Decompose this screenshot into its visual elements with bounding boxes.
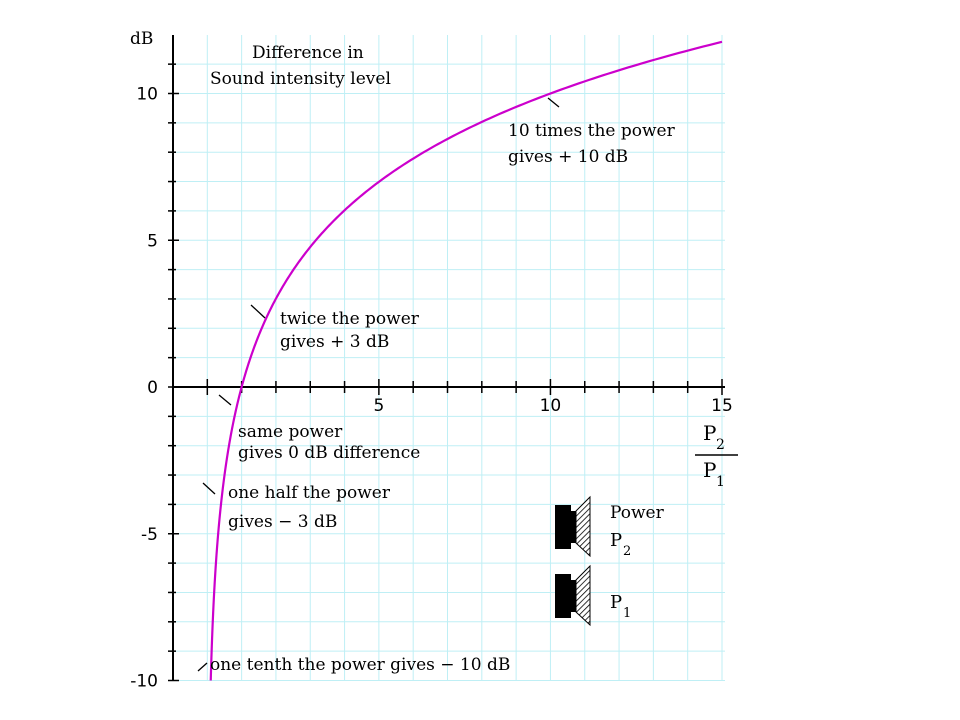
tick-labels: 10 5 0 -5 -10 5 10 15	[130, 85, 733, 692]
y-axis-label: dB	[130, 29, 153, 49]
grid	[173, 35, 725, 681]
x-axis-label: P 2 P 1	[695, 421, 738, 490]
chart-title-line1: Difference in	[252, 43, 364, 63]
y-tick-label: 5	[147, 231, 158, 251]
x-tick-label: 5	[373, 396, 384, 416]
y-tick-label: 0	[147, 378, 158, 398]
legend-p2-sub: 2	[623, 544, 631, 559]
annotation-text: gives 0 dB difference	[238, 443, 420, 463]
legend-p1-sub: 1	[623, 606, 631, 621]
annotation-text: gives − 3 dB	[228, 512, 337, 532]
annotation-leader	[197, 662, 208, 672]
annotation-leader	[202, 482, 216, 495]
legend-power-label: Power	[610, 503, 665, 523]
ticks	[168, 63, 723, 682]
annotation-tenth: one tenth the power gives − 10 dB	[197, 655, 510, 675]
x-axis-label-den-sub: 1	[716, 474, 725, 490]
speaker-legend: Power P 2 P 1	[555, 495, 665, 627]
y-tick-label: 10	[136, 85, 158, 105]
annotation-text: one half the power	[228, 483, 391, 503]
x-axis-label-den: P	[703, 458, 716, 482]
annotation-text: 10 times the power	[508, 121, 676, 141]
y-tick-label: -10	[130, 672, 158, 692]
x-axis-label-num: P	[703, 421, 716, 445]
x-tick-label: 15	[711, 396, 733, 416]
annotation-leader	[547, 97, 560, 108]
curve-series	[209, 40, 723, 681]
annotation-text: twice the power	[280, 309, 420, 329]
annotation-half: one half the power gives − 3 dB	[202, 482, 391, 532]
annotation-twice: twice the power gives + 3 dB	[250, 304, 420, 352]
annotation-ten-times: 10 times the power gives + 10 dB	[508, 97, 676, 167]
annotation-leader	[218, 394, 232, 406]
x-tick-label: 10	[540, 396, 562, 416]
annotation-text: one tenth the power gives − 10 dB	[210, 655, 510, 675]
y-tick-label: -5	[141, 525, 158, 545]
legend-p1-label: P	[610, 592, 622, 613]
x-axis-label-num-sub: 2	[716, 437, 725, 453]
annotation-text: gives + 3 dB	[280, 332, 389, 352]
annotation-same: same power gives 0 dB difference	[218, 394, 420, 463]
speaker-p1-icon	[555, 564, 591, 627]
legend-p2-label: P	[610, 530, 622, 551]
annotation-text: same power	[238, 422, 343, 442]
chart-title-line2: Sound intensity level	[210, 69, 391, 89]
speaker-p2-icon	[555, 495, 591, 558]
annotation-text: gives + 10 dB	[508, 147, 628, 167]
annotation-leader	[250, 304, 266, 319]
